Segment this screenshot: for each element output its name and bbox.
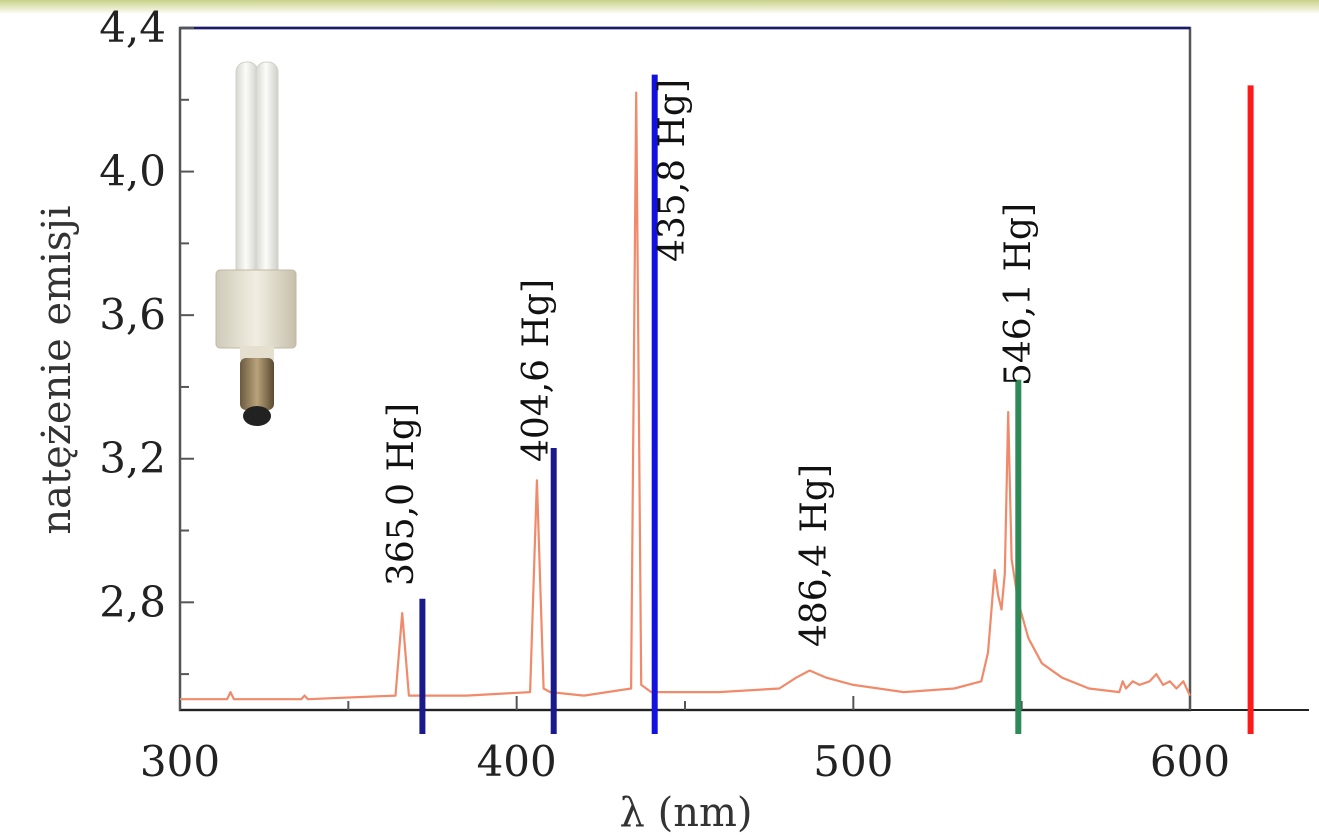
x-axis-title: λ (nm) — [620, 790, 753, 836]
bulb-tip — [243, 406, 271, 426]
peak-label: 486,4 Hg] — [794, 464, 835, 647]
bulb-tube-left — [235, 61, 259, 283]
plot-layer: 300 400 500 600 2,8 3,2 3,6 4,0 4,4 λ (nm) natężen… — [34, 3, 1309, 836]
y-axis-title: natężenie emisji — [34, 205, 80, 534]
peak-label: 435,8 Hg] — [652, 79, 693, 262]
bulb-tube-right — [255, 61, 279, 283]
y-tick-label: 4,4 — [99, 3, 166, 52]
bulb-illustration — [215, 61, 297, 426]
emission-spectrum-line-0 — [180, 91, 1191, 701]
bulb-screw — [240, 358, 274, 410]
x-tick-label: 600 — [1150, 737, 1230, 786]
x-tick-label: 500 — [813, 737, 893, 786]
y-tick-label: 2,8 — [99, 577, 166, 626]
peak-label: 365,0 Hg] — [381, 403, 422, 586]
peak-label: 404,6 Hg] — [516, 279, 557, 462]
top-band — [0, 0, 1319, 14]
x-tick-label: 400 — [477, 737, 557, 786]
x-tick-label: 300 — [140, 737, 220, 786]
bulb-base — [215, 269, 297, 349]
y-tick-label: 3,2 — [99, 434, 166, 483]
peak-label: 546,1 Hg] — [998, 203, 1039, 386]
y-tick-label: 3,6 — [99, 290, 166, 339]
y-tick-label: 4,0 — [99, 147, 166, 196]
bulb-neck — [240, 346, 274, 360]
